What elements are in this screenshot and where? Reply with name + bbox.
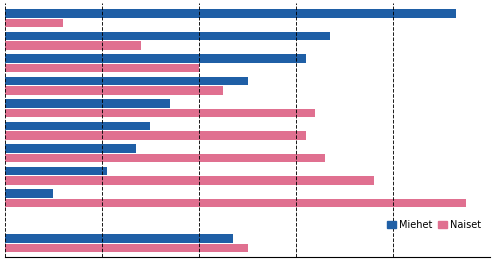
Bar: [5, 234, 233, 243]
Bar: [5, 189, 53, 198]
Bar: [5, 54, 306, 63]
Bar: [5, 154, 325, 162]
Bar: [5, 77, 247, 85]
Bar: [5, 109, 315, 117]
Bar: [5, 86, 223, 95]
Bar: [5, 144, 136, 153]
Bar: [5, 176, 374, 185]
Bar: [5, 9, 456, 18]
Bar: [5, 122, 150, 130]
Bar: [5, 244, 247, 252]
Bar: [5, 41, 141, 50]
Bar: [5, 64, 199, 72]
Bar: [5, 131, 306, 140]
Bar: [5, 167, 107, 175]
Bar: [5, 32, 330, 40]
Legend: Miehet, Naiset: Miehet, Naiset: [383, 216, 485, 234]
Bar: [5, 19, 63, 27]
Bar: [5, 199, 466, 207]
Bar: [5, 99, 170, 108]
